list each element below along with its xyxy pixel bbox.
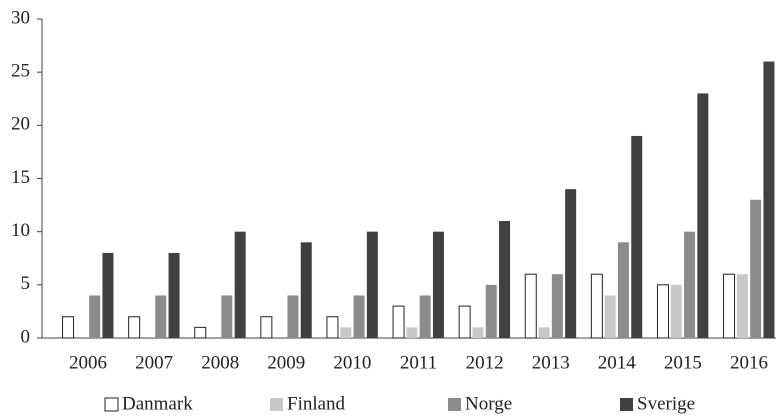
x-tick-label: 2014 — [598, 352, 637, 373]
bar — [604, 295, 616, 338]
bar — [155, 295, 167, 338]
x-tick-label: 2010 — [333, 352, 371, 373]
bar — [670, 284, 682, 338]
bar — [260, 316, 273, 339]
legend-label: Norge — [465, 393, 512, 414]
bar — [617, 242, 629, 338]
bar — [631, 135, 643, 338]
bar — [723, 273, 736, 339]
bar — [736, 274, 748, 338]
bar — [340, 327, 352, 338]
bar — [366, 231, 378, 338]
bar — [300, 242, 312, 338]
x-tick-label: 2012 — [466, 352, 504, 373]
legend-swatch — [104, 397, 119, 412]
bar — [750, 199, 762, 338]
bar — [392, 305, 405, 339]
x-tick-label: 2007 — [135, 352, 173, 373]
bar — [89, 295, 101, 338]
bar — [168, 252, 180, 338]
bar — [419, 295, 431, 338]
bar — [565, 189, 577, 338]
bar — [432, 231, 444, 338]
x-tick-label: 2016 — [730, 352, 768, 373]
y-tick-label: 15 — [11, 167, 30, 188]
y-tick-label: 10 — [11, 220, 30, 241]
bar — [551, 274, 563, 338]
bar — [62, 316, 75, 339]
y-tick-label: 25 — [11, 61, 30, 82]
legend-swatch — [448, 398, 461, 411]
bar — [353, 295, 365, 338]
legend-swatch — [270, 398, 283, 411]
legend-label: Sverige — [637, 393, 695, 414]
x-tick-label: 2009 — [267, 352, 305, 373]
x-tick-label: 2011 — [400, 352, 437, 373]
bar — [458, 305, 471, 339]
bar — [485, 284, 497, 338]
bar — [234, 231, 246, 338]
bar — [194, 326, 207, 339]
bar — [524, 273, 537, 339]
legend-label: Danmark — [122, 393, 193, 414]
bar — [684, 231, 696, 338]
bar — [406, 327, 418, 338]
bar — [656, 284, 669, 339]
bar — [763, 61, 775, 339]
bar — [287, 295, 299, 338]
bar — [472, 327, 484, 338]
bar — [128, 316, 141, 339]
bar — [499, 221, 511, 338]
bar — [538, 327, 550, 338]
bar — [102, 252, 114, 338]
x-tick-label: 2015 — [664, 352, 702, 373]
y-tick-label: 5 — [21, 273, 31, 294]
legend-swatch — [620, 398, 633, 411]
x-tick-label: 2013 — [532, 352, 570, 373]
x-tick-label: 2006 — [69, 352, 107, 373]
bar — [697, 93, 709, 338]
bar — [221, 295, 233, 338]
x-tick-label: 2008 — [201, 352, 239, 373]
bar — [326, 316, 339, 339]
legend-label: Finland — [287, 393, 346, 414]
bar — [590, 273, 603, 339]
y-tick-label: 30 — [11, 7, 30, 28]
y-tick-label: 20 — [11, 114, 30, 135]
y-tick-label: 0 — [21, 326, 31, 347]
